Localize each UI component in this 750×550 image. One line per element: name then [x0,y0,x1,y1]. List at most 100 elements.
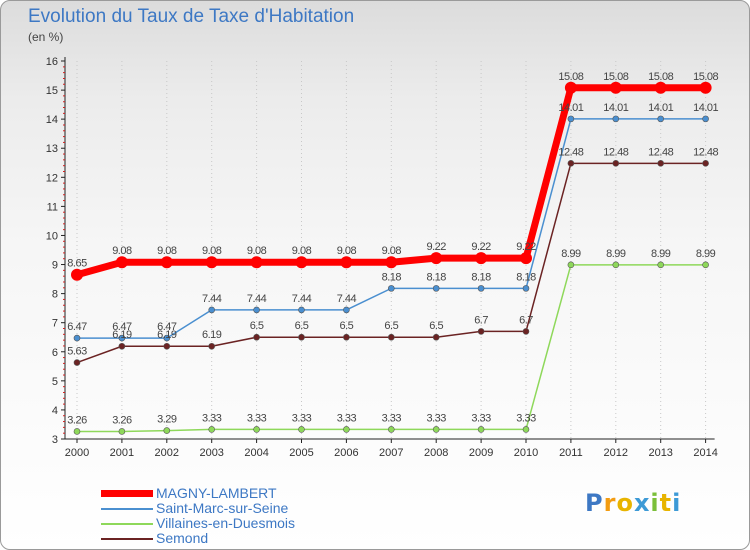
data-point [654,81,667,94]
data-point [343,426,350,433]
logo-letter: x [633,489,651,517]
data-label: 6.47 [112,321,132,333]
data-label: 15.08 [603,71,628,83]
data-point [160,256,173,269]
data-point [118,428,126,435]
data-point [612,115,620,123]
x-tick-label: 2012 [604,447,628,459]
data-point [702,261,709,269]
data-label: 9.22 [516,241,536,253]
data-label: 6.5 [340,320,354,332]
data-label: 8.99 [606,248,626,260]
data-label: 6.5 [429,320,443,332]
data-point [522,426,530,433]
data-label: 6.47 [67,321,87,333]
data-label: 15.08 [558,71,583,83]
data-label: 6.7 [474,314,488,326]
data-point [702,160,709,167]
data-point [475,252,488,265]
data-point [71,268,83,281]
data-point [163,342,171,350]
data-label: 9.08 [292,245,312,257]
x-tick-label: 2003 [199,447,223,459]
legend-label: Villaines-en-Duesmois [156,515,296,531]
proxiti-logo: Proxiti [585,489,681,517]
data-point [385,256,398,269]
data-label: 12.48 [693,146,718,158]
data-label: 9.08 [337,245,357,257]
data-point [477,285,485,292]
data-point [702,115,709,123]
data-label: 15.08 [693,71,718,83]
data-point [567,115,575,123]
x-tick-label: 2007 [379,447,403,459]
x-tick-label: 2009 [469,447,493,459]
data-label: 9.08 [382,245,402,257]
data-label: 6.5 [250,320,264,332]
data-point [298,426,305,433]
data-label: 9.08 [247,245,267,257]
logo-letter: r [603,489,617,517]
data-point [208,426,215,433]
unit-label: (en %) [28,30,64,44]
data-point [657,261,665,269]
y-tick-label: 7 [52,318,58,330]
data-label: 14.01 [603,102,628,114]
data-point [118,342,126,350]
data-label: 7.44 [202,293,222,305]
legend-swatch [101,523,153,525]
x-tick-label: 2006 [334,447,358,459]
data-label: 3.33 [247,412,267,424]
data-label: 6.5 [384,320,398,332]
data-point [432,285,440,292]
data-point [298,333,305,341]
data-point [163,334,171,342]
data-point [522,285,530,292]
y-tick-label: 5 [52,376,58,388]
data-label: 9.08 [112,245,132,257]
y-tick-label: 6 [52,347,58,359]
chart-title: Evolution du Taux de Taxe d'Habitation [28,6,355,27]
data-point [699,81,712,94]
data-label: 6.5 [295,320,309,332]
logo-letter: i [650,489,660,517]
y-tick-label: 14 [46,114,58,126]
data-point [73,334,81,342]
data-label: 8.99 [651,248,671,260]
logo-letter: P [585,489,604,517]
data-point [73,359,81,366]
data-point [298,306,305,314]
data-label: 3.33 [471,412,491,424]
data-point [657,160,665,167]
x-tick-label: 2000 [65,447,89,459]
legend-swatch [101,490,153,497]
data-point [253,426,260,433]
data-label: 6.47 [157,321,177,333]
data-point [208,342,215,350]
data-point [387,333,395,341]
data-label: 6.7 [519,314,533,326]
data-label: 14.01 [558,102,583,114]
legend-label: Semond [156,530,209,546]
data-label: 12.48 [558,146,583,158]
data-label: 9.22 [471,241,491,253]
data-label: 8.99 [696,248,716,260]
y-tick-label: 12 [46,172,58,184]
data-point [657,115,665,123]
data-point [432,426,440,433]
x-tick-label: 2001 [110,447,134,459]
data-point [253,333,260,341]
data-point [430,252,443,265]
data-label: 9.22 [426,241,446,253]
legend-swatch [101,538,153,540]
data-point [477,426,485,433]
data-point [295,256,308,269]
data-point [564,81,577,94]
y-tick-label: 11 [47,201,58,213]
x-tick-label: 2005 [289,447,313,459]
data-label: 7.44 [337,293,357,305]
data-label: 8.18 [382,271,402,283]
logo-letter: t [659,489,673,517]
